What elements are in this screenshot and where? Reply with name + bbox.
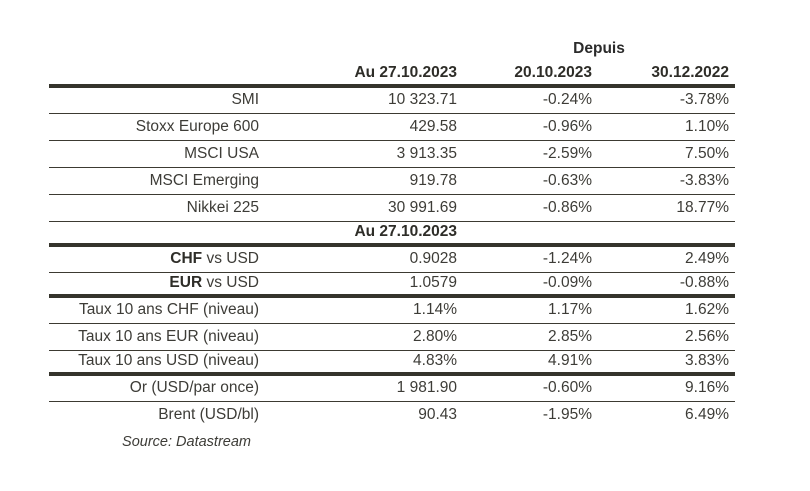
row-label: Stoxx Europe 600 xyxy=(49,113,265,141)
row-change-week: -1.24% xyxy=(463,245,598,273)
row-value: 919.78 xyxy=(265,167,463,195)
row-change-ytd: -3.78% xyxy=(598,86,735,114)
row-change-ytd: 7.50% xyxy=(598,140,735,168)
row-label: Or (USD/par once) xyxy=(49,374,265,402)
row-change-ytd: 6.49% xyxy=(685,405,729,423)
row-change-week: 4.91% xyxy=(463,350,598,376)
table-row-msci-emerging: MSCI Emerging 919.78 -0.63% -3.83% xyxy=(49,167,735,195)
row-change-week: -1.95% xyxy=(542,405,592,423)
row-value: 429.58 xyxy=(265,113,463,141)
row-label: CHF vs USD xyxy=(49,245,265,273)
row-value: 3 913.35 xyxy=(265,140,463,168)
source-note: Source: Datastream xyxy=(122,434,251,450)
row-value: 1.0579 xyxy=(265,272,463,298)
row-value: 30 991.69 xyxy=(265,194,463,222)
table-row-chf-usd: CHF vs USD 0.9028 -1.24% 2.49% xyxy=(49,245,735,273)
row-change-ytd: -3.83% xyxy=(598,167,735,195)
table-row-taux-eur: Taux 10 ans EUR (niveau) 2.80% 2.85% 2.5… xyxy=(49,323,735,351)
row-change-week: 1.17% xyxy=(463,296,598,324)
currency-code: CHF xyxy=(170,250,203,268)
row-label: Taux 10 ans EUR (niveau) xyxy=(49,323,265,351)
market-data-table: Depuis Au 27.10.2023 20.10.2023 30.12.20… xyxy=(49,36,735,454)
row-change-ytd: 18.77% xyxy=(598,194,735,222)
row-change-ytd: 1.62% xyxy=(598,296,735,324)
row-change-ytd: 3.83% xyxy=(598,350,735,376)
row-change-ytd: -0.88% xyxy=(598,272,735,298)
table-row-taux-chf: Taux 10 ans CHF (niveau) 1.14% 1.17% 1.6… xyxy=(49,296,735,324)
row-change-ytd: 2.56% xyxy=(598,323,735,351)
row-change-ytd: 1.10% xyxy=(598,113,735,141)
row-label: EUR vs USD xyxy=(49,272,265,298)
table-row-eur-usd: EUR vs USD 1.0579 -0.09% -0.88% xyxy=(49,272,735,298)
row-value: 0.9028 xyxy=(265,245,463,273)
row-change-week: -0.60% xyxy=(463,374,598,402)
column-header-row: Au 27.10.2023 20.10.2023 30.12.2022 xyxy=(49,62,735,88)
row-change-week: -0.24% xyxy=(463,86,598,114)
column-header-date-ytd: 30.12.2022 xyxy=(598,62,735,88)
empty-cell xyxy=(49,221,265,247)
subheader-date: Au 27.10.2023 xyxy=(265,221,463,247)
currency-code: EUR xyxy=(169,274,203,292)
row-value: 1.14% xyxy=(265,296,463,324)
table-row-smi: SMI 10 323.71 -0.24% -3.78% xyxy=(49,86,735,114)
row-change-ytd: 9.16% xyxy=(598,374,735,402)
row-change-week: 2.85% xyxy=(463,323,598,351)
source-row: Source: Datastream xyxy=(49,428,735,454)
row-change-week: -0.86% xyxy=(463,194,598,222)
row-change-week: -0.09% xyxy=(463,272,598,298)
table-row-brent: Brent (USD/bl) 90.43 -1.95% 6.49% xyxy=(49,401,735,428)
row-change-ytd: 2.49% xyxy=(598,245,735,273)
currency-pair-suffix: vs USD xyxy=(202,274,259,292)
empty-cell xyxy=(598,428,735,454)
row-label: SMI xyxy=(49,86,265,114)
row-label: MSCI Emerging xyxy=(49,167,265,195)
table-row-stoxx: Stoxx Europe 600 429.58 -0.96% 1.10% xyxy=(49,113,735,141)
column-header-date-week: 20.10.2023 xyxy=(463,62,598,88)
row-value: 90.43 xyxy=(418,405,457,423)
table-row-msci-usa: MSCI USA 3 913.35 -2.59% 7.50% xyxy=(49,140,735,168)
subheader-row: Au 27.10.2023 xyxy=(49,221,735,247)
row-label: Taux 10 ans USD (niveau) xyxy=(49,350,265,376)
empty-cell xyxy=(598,221,735,247)
row-value: 1 981.90 xyxy=(265,374,463,402)
table-row-gold: Or (USD/par once) 1 981.90 -0.60% 9.16% xyxy=(49,374,735,402)
empty-cell xyxy=(265,36,463,62)
currency-pair-suffix: vs USD xyxy=(202,250,259,268)
empty-cell xyxy=(463,221,598,247)
row-value: 4.83% xyxy=(265,350,463,376)
row-change-week: -0.96% xyxy=(463,113,598,141)
row-value: 2.80% xyxy=(265,323,463,351)
column-header-date-current: Au 27.10.2023 xyxy=(265,62,463,88)
table-row-nikkei: Nikkei 225 30 991.69 -0.86% 18.77% xyxy=(49,194,735,222)
row-label: MSCI USA xyxy=(49,140,265,168)
table-row-taux-usd: Taux 10 ans USD (niveau) 4.83% 4.91% 3.8… xyxy=(49,350,735,376)
empty-cell xyxy=(463,428,598,454)
market-report-table-container: Depuis Au 27.10.2023 20.10.2023 30.12.20… xyxy=(49,36,735,454)
row-value: 10 323.71 xyxy=(265,86,463,114)
row-label: Brent (USD/bl) xyxy=(158,405,259,423)
depuis-label: Depuis xyxy=(573,40,625,57)
empty-cell xyxy=(49,62,265,88)
row-change-week: -0.63% xyxy=(463,167,598,195)
row-label: Taux 10 ans CHF (niveau) xyxy=(49,296,265,324)
row-label: Nikkei 225 xyxy=(49,194,265,222)
row-change-week: -2.59% xyxy=(463,140,598,168)
empty-cell xyxy=(265,428,463,454)
depuis-header-row: Depuis xyxy=(49,36,735,62)
empty-cell xyxy=(49,36,265,62)
